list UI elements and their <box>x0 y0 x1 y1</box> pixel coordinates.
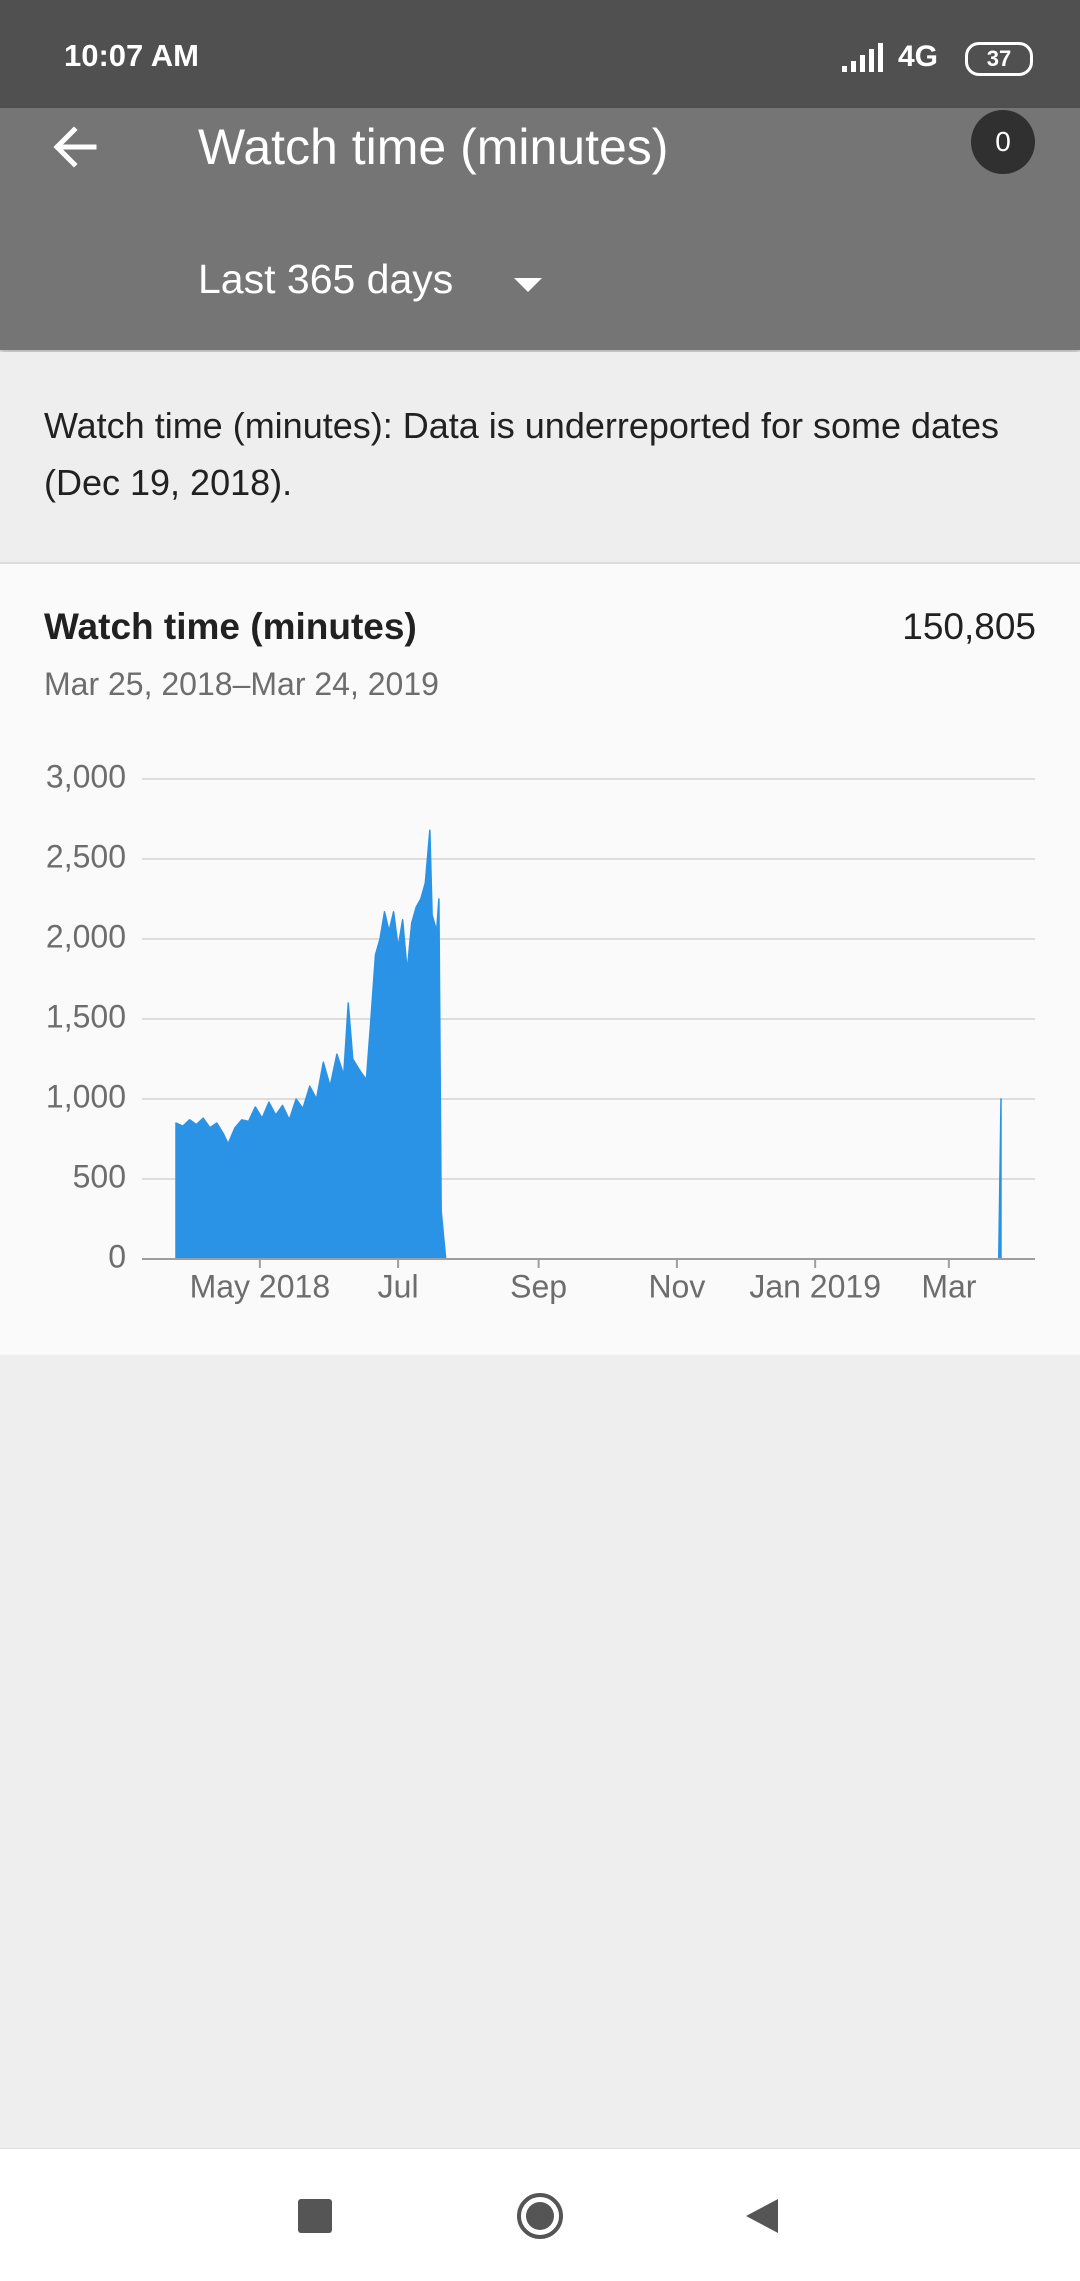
y-tick-label: 500 <box>73 1158 126 1194</box>
back-nav-button[interactable] <box>746 2199 778 2233</box>
notice: Watch time (minutes): Data is underrepor… <box>0 352 1080 564</box>
chart-card: Watch time (minutes) 150,805 Mar 25, 201… <box>0 564 1080 1355</box>
period-selector[interactable]: Last 365 days <box>198 256 454 302</box>
dropdown-arrow[interactable] <box>512 276 544 296</box>
navigation-bar <box>0 2148 1080 2281</box>
home-button[interactable] <box>517 2193 563 2239</box>
network-type: 4G <box>898 40 939 73</box>
card-total: 150,805 <box>902 606 1036 647</box>
area <box>175 829 1002 1260</box>
clock: 10:07 AM <box>64 38 199 73</box>
y-tick-label: 3,000 <box>46 758 126 794</box>
x-tick-label: Nov <box>648 1268 705 1304</box>
nav-buttons <box>298 2193 778 2239</box>
x-tick-label: Sep <box>510 1268 567 1304</box>
y-tick-label: 2,000 <box>46 918 126 954</box>
status-bar: 10:07 AM 4G 37 <box>0 0 1080 108</box>
chart: 0 500 1,000 1,500 2,000 2,500 3,000 May 2018 Jul… <box>46 758 1035 1304</box>
y-tick-label: 1,000 <box>46 1078 126 1114</box>
battery: 37 <box>965 42 1033 76</box>
y-tick-label: 1,500 <box>46 998 126 1034</box>
signal-icon <box>842 43 883 72</box>
date-range: Mar 25, 2018–Mar 24, 2019 <box>44 666 439 702</box>
recents-button[interactable] <box>298 2199 332 2233</box>
y-tick-label: 0 <box>108 1238 126 1274</box>
x-tick-label: May 2018 <box>190 1268 331 1304</box>
app-bar: Watch time (minutes) 0 Last 365 days <box>0 108 1080 350</box>
x-tick-label: Jan 2019 <box>749 1268 881 1304</box>
home-dot <box>526 2202 554 2230</box>
x-tick-label: Mar <box>921 1268 976 1304</box>
back-button[interactable] <box>50 122 100 172</box>
notification-badge[interactable]: 0 <box>971 110 1035 174</box>
x-tick-label: Jul <box>378 1268 419 1304</box>
page-title: Watch time (minutes) <box>198 119 669 175</box>
card-title: Watch time (minutes) <box>44 606 417 647</box>
notice-text: Watch time (minutes): Data is underrepor… <box>44 405 1000 503</box>
y-tick-label: 2,500 <box>46 838 126 874</box>
